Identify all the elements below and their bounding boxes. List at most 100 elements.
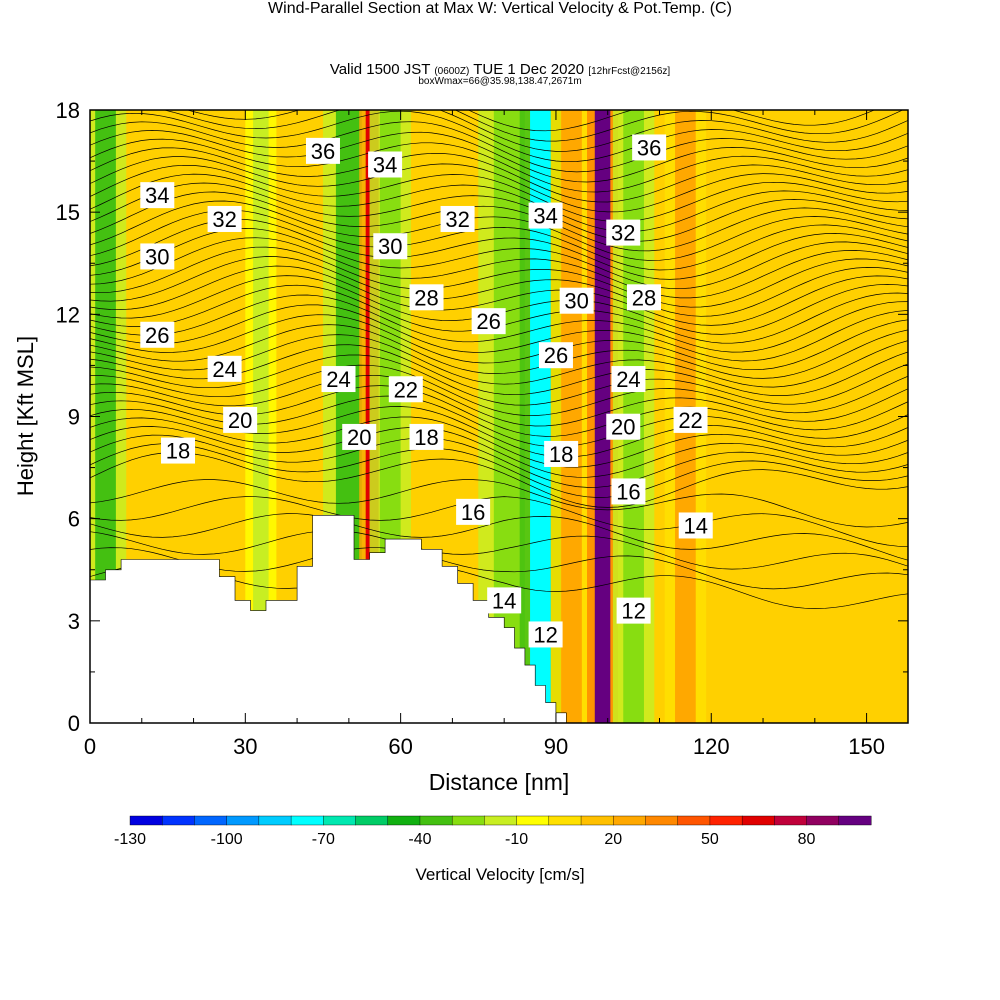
colorbar-swatch — [419, 815, 453, 826]
colorbar-swatch — [451, 815, 485, 826]
isentrope-label-text: 16 — [616, 479, 640, 504]
isentrope-label-text: 18 — [166, 439, 190, 464]
isentrope-label-box — [409, 423, 444, 450]
isentrope-label: 14 — [487, 587, 522, 614]
isentrope-line — [90, 374, 908, 427]
isentrope-label-box — [409, 284, 444, 311]
isentrope-label-text: 14 — [683, 513, 707, 538]
isentrope-label-box — [544, 440, 579, 467]
isentrope-line — [90, 547, 908, 590]
valid-date: TUE 1 Dec 2020 — [473, 61, 585, 78]
colorbar-label: Vertical Velocity [cm/s] — [415, 865, 584, 884]
isentrope-label-text: 26 — [544, 343, 568, 368]
isentrope-label-box — [373, 233, 408, 260]
isentrope-line — [90, 256, 908, 317]
isentrope-label: 20 — [223, 406, 258, 433]
colorbar-swatch — [355, 815, 389, 826]
isentrope-label-text: 18 — [549, 442, 573, 467]
isentrope-label-text: 24 — [212, 357, 236, 382]
valid-utc: (0600Z) — [434, 66, 470, 77]
colorbar-swatch — [613, 815, 646, 826]
colorbar-swatch — [194, 815, 228, 826]
isentrope-label-text: 22 — [394, 377, 418, 402]
valid-time-line: Valid 1500 JST (0600Z) TUE 1 Dec 2020 [1… — [0, 61, 1000, 78]
isentrope-label-text: 22 — [678, 408, 702, 433]
colorbar-swatch — [129, 815, 163, 826]
y-tick-label: 3 — [68, 609, 80, 634]
isentrope-label-text: 24 — [616, 367, 640, 392]
isentrope-label: 32 — [207, 205, 242, 232]
isentrope-line — [90, 513, 908, 561]
colorbar-swatch — [645, 815, 679, 826]
colorbar-swatch — [226, 815, 260, 826]
isentrope-label: 16 — [611, 478, 646, 505]
isentrope-labels: 36 34 34 36 32 32 34 32 30 30 28 30 28 26 26 26 24 24 22 24… — [140, 134, 713, 648]
isentrope-line — [90, 314, 908, 371]
colorbar-swatch — [709, 815, 743, 826]
colorbar: -130 -100 -70 -40 -10 20 50 80 — [114, 815, 872, 848]
colorbar-swatch — [323, 815, 357, 826]
valid-time: Valid 1500 JST — [329, 61, 431, 78]
isentrope-label-box — [606, 219, 641, 246]
isentrope-line — [90, 164, 908, 223]
isentrope-line — [186, 110, 904, 142]
isentrope-label-text: 32 — [611, 221, 635, 246]
isentrope-label-text: 28 — [632, 285, 656, 310]
plot-area: 36 34 34 36 32 32 34 32 30 30 28 30 28 26 26 26 24 24 22 24… — [89, 109, 909, 724]
colorbar-swatch — [548, 815, 582, 826]
isentrope-label-box — [528, 621, 563, 648]
isentrope-label-box — [611, 366, 646, 393]
colorbar-swatch — [774, 815, 808, 826]
isentrope-label-box — [388, 376, 423, 403]
isentrope-label: 36 — [632, 134, 667, 161]
isentrope-line — [90, 156, 908, 213]
isentrope-line — [90, 265, 908, 326]
isentrope-label-text: 30 — [564, 289, 588, 314]
isentrope-label: 28 — [626, 284, 661, 311]
isentrope-label: 18 — [544, 440, 579, 467]
isentrope-label-box — [321, 366, 356, 393]
colorbar-swatch — [741, 815, 775, 826]
isentrope-label: 24 — [321, 366, 356, 393]
isentrope-label-text: 12 — [533, 622, 557, 647]
isentrope-label-text: 34 — [145, 183, 169, 208]
velocity-band — [594, 110, 611, 723]
y-tick-label: 12 — [56, 302, 80, 327]
velocity-band — [561, 110, 582, 723]
isentrope-label-box — [611, 478, 646, 505]
isentrope-label-text: 20 — [228, 408, 252, 433]
isentrope-label: 26 — [140, 321, 175, 348]
isentrope-label-text: 28 — [414, 285, 438, 310]
isentrope-label: 34 — [140, 182, 175, 209]
isentrope-label-box — [161, 437, 196, 464]
isentrope-label-text: 34 — [533, 204, 557, 229]
isentrope-line — [90, 130, 908, 183]
isentrope-label-box — [538, 342, 573, 369]
x-tick-label: 90 — [544, 734, 568, 759]
isentrope-label-text: 30 — [145, 244, 169, 269]
isentrope-label-box — [140, 182, 175, 209]
y-tick-label: 0 — [68, 711, 80, 736]
isentrope-line — [90, 294, 908, 353]
isentrope-label: 18 — [161, 437, 196, 464]
isentrope-label-text: 32 — [445, 207, 469, 232]
isentrope-label-text: 26 — [145, 323, 169, 348]
isentrope-line — [90, 121, 908, 173]
box-wmax-line: boxWmax=66@35.98,138.47,2671m — [418, 76, 582, 87]
x-axis-label: Distance [nm] — [429, 769, 570, 795]
isentrope-line — [90, 426, 908, 478]
isentrope-label-box — [632, 134, 667, 161]
isentrope-label-box — [305, 137, 340, 164]
colorbar-swatch — [677, 815, 711, 826]
colorbar-swatch — [258, 815, 292, 826]
isentrope-label-box — [440, 205, 475, 232]
colorbar-swatch — [387, 815, 421, 826]
isentrope-label: 32 — [606, 219, 641, 246]
isentrope-label-box — [528, 202, 563, 229]
isentrope-label: 30 — [559, 287, 594, 314]
copyright-mark: (C) — [709, 0, 732, 17]
colorbar-swatch — [162, 815, 195, 826]
isentrope-label-box — [606, 413, 641, 440]
isentrope-label-text: 16 — [461, 500, 485, 525]
